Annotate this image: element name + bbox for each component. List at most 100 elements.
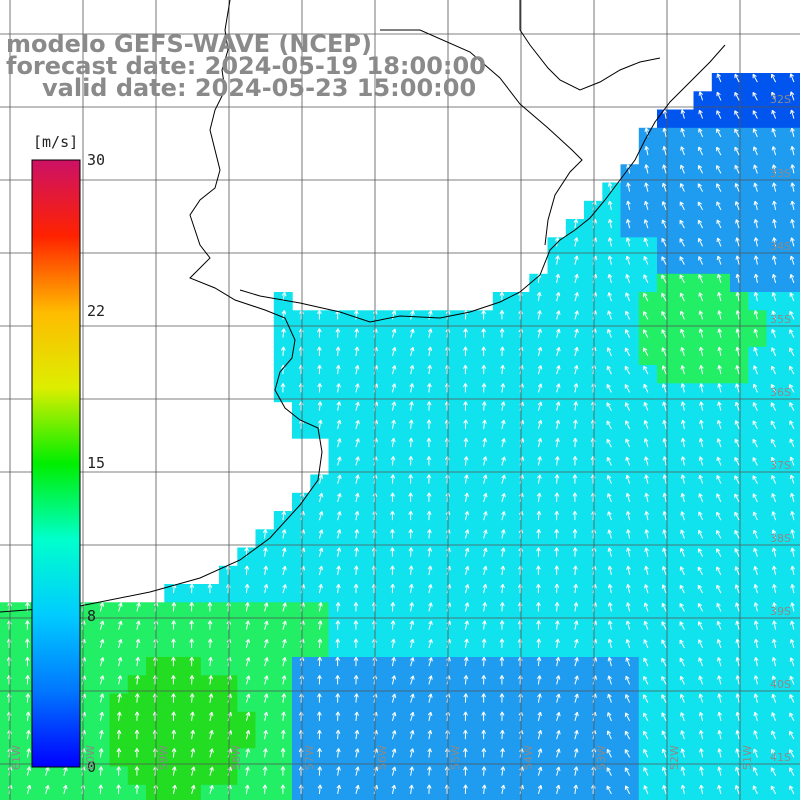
field-cell — [602, 693, 622, 713]
wave-arrow-head — [408, 437, 414, 443]
field-cell — [620, 511, 640, 530]
field-cell — [730, 584, 749, 603]
field-cell — [565, 638, 585, 658]
field-cell — [346, 675, 366, 695]
wave-arrow-head — [606, 420, 611, 425]
wave-arrow-head — [189, 693, 195, 698]
wave-arrow-head — [482, 456, 488, 461]
wave-arrow — [753, 146, 758, 156]
wave-arrow-head — [390, 456, 396, 461]
wave-arrow — [391, 766, 396, 776]
wave-arrow — [501, 365, 504, 375]
field-cell — [711, 419, 731, 439]
field-cell — [237, 602, 257, 622]
wave-arrow — [282, 693, 285, 703]
wave-arrow — [680, 329, 685, 338]
field-cell — [492, 346, 512, 366]
wave-arrow-head — [537, 784, 543, 790]
wave-arrow-head — [698, 91, 704, 96]
wave-arrow — [716, 584, 722, 594]
wave-arrow — [772, 310, 777, 320]
wave-arrow-head — [574, 711, 579, 717]
field-cell — [547, 675, 567, 695]
wave-arrow — [735, 602, 740, 612]
wave-arrow — [337, 784, 340, 795]
field-cell — [657, 547, 676, 567]
wave-arrow — [501, 529, 505, 539]
wave-arrow-head — [734, 164, 739, 170]
field-cell — [565, 511, 585, 530]
wave-arrow — [63, 766, 67, 776]
wave-arrow — [428, 693, 432, 703]
wave-arrow — [464, 456, 467, 466]
field-cell — [565, 273, 585, 293]
wave-arrow-head — [699, 346, 704, 352]
field-cell — [638, 292, 658, 311]
field-cell — [438, 456, 457, 476]
wave-arrow-head — [717, 748, 722, 753]
field-cell — [91, 620, 111, 640]
field-cell — [0, 675, 19, 695]
wave-arrow — [355, 785, 359, 795]
field-cell — [292, 584, 311, 603]
field-cell — [784, 657, 800, 676]
field-cell — [492, 292, 512, 311]
wave-arrow-head — [409, 766, 414, 771]
wave-arrow — [791, 200, 795, 211]
wave-arrow — [391, 310, 396, 320]
wave-arrow — [716, 493, 722, 503]
wave-arrow-head — [336, 784, 342, 790]
wave-arrow — [245, 657, 250, 667]
field-cell — [346, 547, 366, 567]
wave-arrow — [663, 109, 667, 119]
wave-arrow-head — [644, 145, 649, 151]
field-cell — [565, 292, 585, 311]
wave-arrow-head — [573, 766, 579, 771]
field-cell — [584, 365, 603, 384]
wave-arrow — [735, 420, 740, 430]
field-cell — [383, 456, 403, 476]
wave-arrow-head — [408, 529, 414, 534]
field-cell — [328, 401, 348, 421]
wave-arrow-head — [624, 402, 630, 407]
wave-arrow — [592, 237, 597, 247]
field-cell — [456, 675, 476, 695]
wave-arrow — [698, 621, 704, 630]
wave-arrow — [718, 310, 722, 320]
field-cell — [730, 237, 749, 257]
field-cell — [474, 657, 494, 676]
wave-arrow-head — [572, 492, 578, 497]
field-cell — [657, 273, 676, 293]
field-cell — [657, 511, 676, 530]
field-cell — [182, 748, 202, 768]
wave-arrow — [645, 182, 649, 192]
wave-arrow — [662, 766, 667, 776]
field-cell — [657, 456, 676, 476]
wave-arrow-head — [771, 547, 777, 552]
wave-arrow-head — [771, 365, 776, 371]
lat-label-33s: 33S — [770, 167, 791, 180]
wave-arrow — [754, 328, 758, 338]
wave-arrow-head — [735, 730, 741, 735]
wave-arrow-head — [789, 347, 794, 352]
wave-arrow — [625, 675, 631, 685]
wave-arrow-head — [409, 638, 415, 644]
wave-arrow-head — [555, 401, 561, 406]
wave-arrow — [245, 675, 250, 685]
wave-arrow-head — [772, 218, 777, 224]
wave-arrow — [118, 620, 122, 630]
field-cell — [602, 492, 622, 512]
field-cell — [657, 438, 676, 457]
wave-arrow — [609, 584, 612, 594]
wave-arrow — [772, 511, 777, 521]
wave-arrow-head — [790, 565, 796, 571]
field-cell — [766, 547, 786, 567]
wave-arrow — [337, 602, 339, 612]
field-cell — [693, 456, 713, 476]
wave-arrow-head — [536, 620, 541, 625]
wave-arrow-head — [390, 510, 395, 515]
wave-arrow-head — [209, 784, 214, 790]
field-cell — [529, 565, 549, 585]
wave-arrow-head — [734, 456, 739, 462]
wave-arrow-head — [717, 693, 722, 698]
